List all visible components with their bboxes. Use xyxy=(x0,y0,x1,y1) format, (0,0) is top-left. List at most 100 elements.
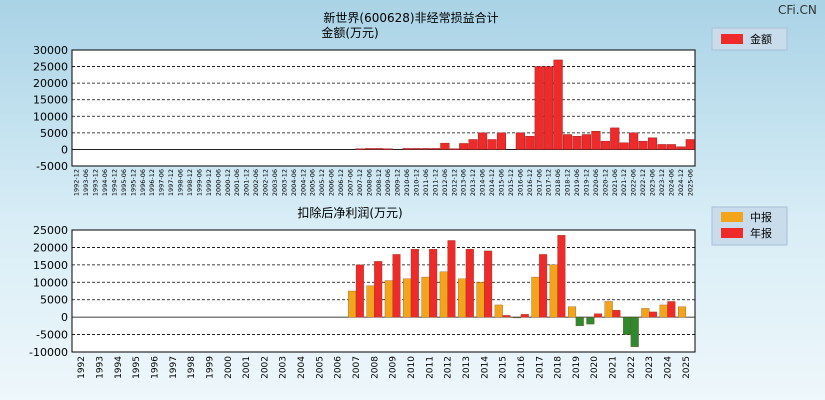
top-xtick-label: 2001-06 xyxy=(233,169,241,196)
top-xtick-label: 2005-06 xyxy=(309,169,317,196)
bottom-ytick-label: -5000 xyxy=(36,329,68,342)
bottom-bar-interim xyxy=(623,316,632,335)
top-bar xyxy=(638,140,648,150)
bottom-xtick-label: 2022 xyxy=(627,356,637,379)
top-xtick-label: 2020-12 xyxy=(601,169,609,196)
top-ytick-label: 25000 xyxy=(33,61,68,74)
bottom-xtick-label: 2020 xyxy=(590,356,600,379)
bottom-xtick-label: 2008 xyxy=(370,356,380,379)
top-xtick-label: 2024-06 xyxy=(667,169,675,196)
bottom-ytick-label: 5000 xyxy=(40,294,68,307)
bottom-legend-label-interim: 中报 xyxy=(750,210,772,224)
top-xtick-label: 2009-12 xyxy=(394,169,402,196)
top-xtick-label: 2012-12 xyxy=(450,169,458,196)
bottom-ytick-label: 15000 xyxy=(33,259,68,272)
bottom-xtick-label: 2012 xyxy=(444,356,454,379)
bottom-bar-annual xyxy=(575,316,584,327)
bottom-xtick-label: 1992 xyxy=(77,356,87,379)
bottom-bar-annual xyxy=(557,235,566,318)
top-xtick-label: 1998-06 xyxy=(177,169,185,196)
top-bar xyxy=(619,142,629,150)
bottom-xtick-label: 2019 xyxy=(572,356,582,379)
bottom-bar-annual xyxy=(649,311,658,318)
top-xtick-label: 2000-06 xyxy=(214,169,222,196)
bottom-xtick-label: 2010 xyxy=(407,356,417,379)
top-chart-bars xyxy=(355,59,695,150)
top-bar xyxy=(600,140,610,150)
bottom-xtick-label: 1997 xyxy=(169,356,179,379)
top-xtick-label: 2001-12 xyxy=(243,169,251,196)
top-xtick-label: 1993-06 xyxy=(82,169,90,196)
bottom-xtick-label: 1996 xyxy=(150,356,160,379)
bottom-bar-annual xyxy=(429,249,438,318)
top-bar xyxy=(355,148,365,150)
top-xtick-label: 1995-06 xyxy=(120,169,128,196)
top-xtick-label: 2025-06 xyxy=(686,169,694,196)
top-bar xyxy=(449,148,459,150)
top-xtick-label: 2018-06 xyxy=(554,169,562,196)
bottom-xtick-label: 2023 xyxy=(645,356,655,379)
top-xtick-label: 1992-12 xyxy=(73,169,81,196)
top-bar xyxy=(364,148,374,150)
bottom-xtick-label: 2004 xyxy=(297,356,307,379)
top-xtick-label: 2018-12 xyxy=(564,169,572,196)
bottom-ytick-label: 10000 xyxy=(33,276,68,289)
top-xtick-label: 1993-12 xyxy=(92,169,100,196)
top-bar xyxy=(563,134,573,150)
top-bar xyxy=(411,148,422,150)
top-xtick-label: 2016-12 xyxy=(526,169,534,196)
bottom-bar-interim xyxy=(476,282,485,318)
bottom-bar-interim xyxy=(366,285,375,318)
top-xtick-label: 1994-12 xyxy=(110,169,118,196)
top-xtick-label: 2010-06 xyxy=(403,169,411,196)
bottom-bar-annual xyxy=(374,261,383,318)
top-xtick-label: 2003-06 xyxy=(271,169,279,196)
top-bar xyxy=(553,59,563,150)
top-xtick-label: 1995-12 xyxy=(129,169,137,196)
bottom-bar-annual xyxy=(594,313,603,318)
bottom-ytick-label: 25000 xyxy=(33,224,68,237)
top-plot-area xyxy=(71,49,696,167)
bottom-bar-interim xyxy=(641,308,650,318)
top-xtick-label: 2013-06 xyxy=(460,169,468,196)
top-bar xyxy=(676,146,686,150)
bottom-bar-interim xyxy=(421,276,430,318)
top-xtick-label: 2015-12 xyxy=(507,169,515,196)
top-xtick-label: 2013-12 xyxy=(469,169,477,196)
top-bar xyxy=(430,148,440,150)
top-legend-swatch xyxy=(721,34,743,44)
bottom-xtick-label: 2003 xyxy=(279,356,289,379)
bottom-chart-grid xyxy=(71,229,696,353)
top-ytick-label: 20000 xyxy=(33,77,68,90)
bottom-chart-legend: 中报 年报 xyxy=(711,206,788,246)
top-xtick-label: 2022-12 xyxy=(639,169,647,196)
top-xtick-label: 2010-12 xyxy=(413,169,421,196)
top-xtick-label: 2020-06 xyxy=(592,169,600,196)
top-xtick-label: 2007-12 xyxy=(356,169,364,196)
top-xtick-label: 1996-06 xyxy=(139,169,147,196)
bottom-bar-annual xyxy=(355,264,364,318)
top-bar xyxy=(657,144,667,150)
bottom-legend-swatch-annual xyxy=(721,228,743,238)
bottom-bar-annual xyxy=(465,249,474,318)
bottom-legend-swatch-interim xyxy=(721,212,743,222)
top-xtick-label: 1997-12 xyxy=(167,169,175,196)
bottom-bar-interim xyxy=(348,290,357,318)
top-xtick-label: 2000-12 xyxy=(224,169,232,196)
bottom-chart-bars xyxy=(348,235,686,347)
top-ytick-label: -5000 xyxy=(36,160,68,173)
bottom-bar-annual xyxy=(667,301,676,318)
bottom-xtick-label: 1994 xyxy=(114,356,124,379)
top-xtick-label: 2006-12 xyxy=(337,169,345,196)
bottom-xtick-label: 2018 xyxy=(554,356,564,379)
top-bar xyxy=(374,148,384,150)
top-xtick-label: 2008-06 xyxy=(365,169,373,196)
top-xtick-label: 1997-06 xyxy=(158,169,166,196)
top-xtick-label: 2023-12 xyxy=(658,169,666,196)
bottom-plot-area xyxy=(71,229,696,353)
bottom-xtick-label: 2013 xyxy=(462,356,472,379)
bottom-bar-annual xyxy=(502,315,511,318)
top-xtick-label: 2016-06 xyxy=(516,169,524,196)
